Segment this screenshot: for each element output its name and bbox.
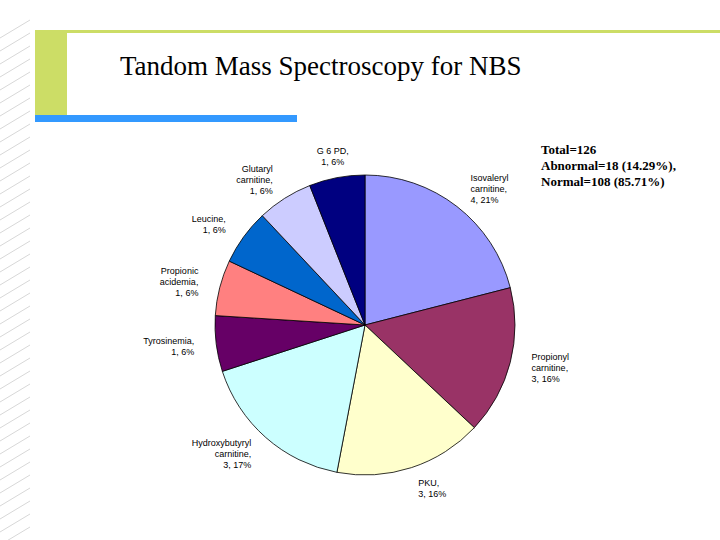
label-category: carnitine: [470, 184, 504, 194]
data-label: Isovalerylcarnitine,4, 21%: [470, 173, 508, 205]
annotation: Normal=108 (85.71%): [541, 174, 665, 189]
label-category: Tyrosinemia: [143, 336, 192, 346]
label-category: carnitine: [236, 175, 270, 185]
label-separator: ,: [270, 175, 273, 185]
accent-line: [67, 30, 720, 33]
label-category: Leucine: [192, 214, 224, 224]
label-category: PKU: [418, 478, 437, 488]
hatch-line: [0, 527, 30, 540]
label-separator: ,: [566, 363, 569, 373]
label-category: Isovaleryl: [470, 173, 508, 183]
data-labels: Isovalerylcarnitine,4, 21%Propionylcarni…: [143, 146, 569, 500]
decoration: [0, 20, 720, 540]
label-percent: 6%: [260, 186, 273, 196]
annotation-box: Total=126Abnormal=18 (14.29%),Normal=108…: [541, 142, 676, 189]
label-percent: 17%: [233, 460, 251, 470]
label-separator: ,: [249, 449, 252, 459]
title: Tandom Mass Spectroscopy for NBS: [120, 51, 522, 81]
title-underline: [35, 115, 297, 122]
data-label: Propionicacidemia,1, 6%: [160, 266, 199, 298]
data-label: Glutarylcarnitine,1, 6%: [236, 164, 273, 196]
label-percent: 6%: [185, 288, 198, 298]
label-category: Hydroxybutyryl: [192, 438, 252, 448]
label-percent: 6%: [181, 347, 194, 357]
label-separator: ,: [504, 184, 507, 194]
label-percent: 21%: [480, 195, 498, 205]
label-category: G 6 PD: [317, 146, 347, 156]
data-label: Hydroxybutyrylcarnitine,3, 17%: [192, 438, 252, 470]
data-label: G 6 PD,1, 6%: [317, 146, 349, 167]
label-separator: ,: [437, 478, 440, 488]
data-label: Tyrosinemia,1, 6%: [143, 336, 194, 357]
annotation: Abnormal=18 (14.29%),: [541, 158, 676, 173]
label-category: carnitine: [532, 363, 566, 373]
label-percent: 6%: [331, 157, 344, 167]
label-percent: 6%: [213, 225, 226, 235]
label-separator: ,: [196, 277, 199, 287]
accent-bar: [35, 30, 67, 115]
slide: Tandom Mass Spectroscopy for NBS Total=12…: [0, 0, 720, 540]
pie-slice: [310, 175, 365, 325]
data-label: Leucine,1, 6%: [192, 214, 226, 235]
label-separator: ,: [223, 214, 226, 224]
annotation: Total=126: [541, 142, 597, 157]
label-category: Propionyl: [532, 352, 570, 362]
label-category: carnitine: [215, 449, 249, 459]
label-category: Glutaryl: [242, 164, 273, 174]
label-category: Propionic: [161, 266, 199, 276]
data-label: PKU,3, 16%: [418, 478, 446, 499]
pie: [215, 175, 515, 475]
label-percent: 16%: [428, 489, 446, 499]
data-label: Propionylcarnitine,3, 16%: [532, 352, 570, 384]
label-separator: ,: [192, 336, 195, 346]
label-category: acidemia: [160, 277, 196, 287]
label-percent: 16%: [542, 374, 560, 384]
label-separator: ,: [346, 146, 349, 156]
